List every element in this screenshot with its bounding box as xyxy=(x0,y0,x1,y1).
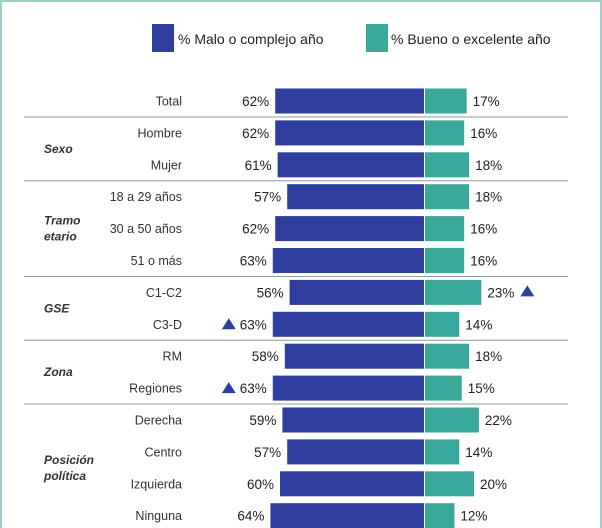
value-label-bueno: 16% xyxy=(470,254,497,269)
value-label-bueno: 14% xyxy=(465,317,492,332)
row-label: Total xyxy=(156,95,182,109)
value-label-malo: 61% xyxy=(245,158,272,173)
value-label-bueno: 16% xyxy=(470,222,497,237)
row-label: RM xyxy=(163,350,182,364)
bar-bueno xyxy=(425,343,470,369)
group-label: Zona xyxy=(43,365,73,379)
value-label-bueno: 22% xyxy=(485,413,512,428)
bar-malo xyxy=(272,311,424,337)
legend-label-bueno: % Bueno o excelente año xyxy=(391,31,551,47)
legend-swatch-malo xyxy=(152,24,174,52)
bar-bueno xyxy=(425,248,465,273)
legend-swatch-bueno xyxy=(366,24,388,52)
row-label: Hombre xyxy=(138,126,183,140)
row-label: Derecha xyxy=(135,414,182,428)
bar-bueno xyxy=(425,471,474,497)
row-label: 51 o más xyxy=(131,254,182,268)
value-label-bueno: 14% xyxy=(465,445,492,460)
row-label: 18 a 29 años xyxy=(110,190,182,204)
bar-malo xyxy=(275,216,424,242)
value-label-malo: 62% xyxy=(242,222,269,237)
value-label-bueno: 20% xyxy=(480,477,507,492)
bar-malo xyxy=(287,184,424,210)
row-label: Regiones xyxy=(129,382,182,396)
value-label-bueno: 16% xyxy=(470,126,497,141)
value-label-malo: 62% xyxy=(242,126,269,141)
legend-label-malo: % Malo o complejo año xyxy=(178,31,324,47)
bar-malo xyxy=(272,248,424,273)
row-label: Izquierda xyxy=(131,477,182,491)
value-label-malo: 59% xyxy=(249,413,276,428)
value-label-malo: 57% xyxy=(254,445,281,460)
value-label-malo: 64% xyxy=(237,509,264,524)
row-label: 30 a 50 años xyxy=(110,222,182,236)
value-label-bueno: 18% xyxy=(475,190,502,205)
bar-malo xyxy=(280,471,424,497)
row-label: Mujer xyxy=(151,158,182,172)
row-label: Ninguna xyxy=(135,509,182,523)
value-label-bueno: 23% xyxy=(487,285,514,300)
bar-malo xyxy=(284,343,424,369)
significance-up-triangle-icon xyxy=(221,318,236,330)
value-label-malo: 63% xyxy=(240,381,267,396)
row-label: C3-D xyxy=(153,318,182,332)
group-label: GSE xyxy=(44,301,70,315)
bar-malo xyxy=(287,439,424,465)
bar-malo xyxy=(289,279,424,305)
group-label: Posición xyxy=(44,453,94,467)
value-label-malo: 60% xyxy=(247,477,274,492)
value-label-malo: 62% xyxy=(242,94,269,109)
bar-malo xyxy=(275,120,424,146)
group-label: etario xyxy=(44,230,77,244)
value-label-malo: 58% xyxy=(252,349,279,364)
value-label-bueno: 15% xyxy=(468,381,495,396)
bar-bueno xyxy=(425,503,455,528)
row-label: Centro xyxy=(144,445,182,459)
significance-up-triangle-icon xyxy=(221,382,236,394)
bar-malo xyxy=(277,152,424,178)
value-label-malo: 56% xyxy=(257,285,284,300)
bar-bueno xyxy=(425,439,460,465)
bar-bueno xyxy=(425,152,470,178)
bar-bueno xyxy=(425,311,460,337)
value-label-bueno: 18% xyxy=(475,349,502,364)
bar-bueno xyxy=(425,279,482,305)
row-label: C1-C2 xyxy=(146,286,182,300)
group-label: Sexo xyxy=(44,142,73,156)
value-label-bueno: 12% xyxy=(460,509,487,524)
value-label-malo: 57% xyxy=(254,190,281,205)
bar-malo xyxy=(272,375,424,401)
bar-malo xyxy=(282,407,424,433)
group-label: Tramo xyxy=(44,214,80,228)
value-label-malo: 63% xyxy=(240,317,267,332)
bar-malo xyxy=(270,503,424,528)
bar-bueno xyxy=(425,216,465,242)
value-label-bueno: 18% xyxy=(475,158,502,173)
significance-up-triangle-icon xyxy=(520,285,535,297)
bar-malo xyxy=(275,88,424,114)
value-label-malo: 63% xyxy=(240,254,267,269)
value-label-bueno: 17% xyxy=(473,94,500,109)
bar-bueno xyxy=(425,120,465,146)
bar-bueno xyxy=(425,88,467,114)
bar-bueno xyxy=(425,184,470,210)
bar-bueno xyxy=(425,407,479,433)
group-label: política xyxy=(43,469,86,483)
bar-bueno xyxy=(425,375,462,401)
